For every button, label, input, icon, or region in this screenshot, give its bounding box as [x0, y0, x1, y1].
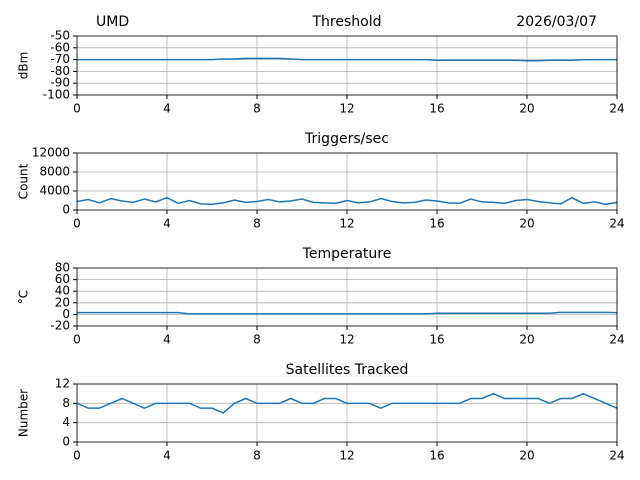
chart-title: Threshold	[312, 14, 382, 30]
x-tick-label: 24	[609, 449, 624, 463]
y-tick-label: 4	[62, 415, 70, 429]
x-tick-label: 12	[339, 333, 354, 347]
data-line	[76, 392, 618, 414]
x-tick-label: 16	[429, 217, 444, 231]
y-tick-label: 0	[62, 307, 70, 321]
x-tick-label: 16	[429, 333, 444, 347]
x-tick-label: 8	[253, 102, 261, 116]
y-axis-label: °C	[17, 290, 31, 304]
y-tick-label: 80	[55, 261, 70, 275]
y-tick-label: 8000	[39, 165, 70, 179]
y-tick-label: -70	[50, 52, 70, 66]
y-axis-label: Count	[17, 163, 31, 199]
chart-title: Triggers/sec	[304, 131, 389, 147]
data-line	[76, 196, 618, 206]
x-tick-label: 4	[163, 217, 171, 231]
x-tick-label: 8	[253, 449, 261, 463]
y-axis-label: Number	[17, 389, 31, 437]
x-tick-label: 0	[73, 333, 81, 347]
x-tick-label: 16	[429, 449, 444, 463]
y-axis-label: dBm	[17, 52, 31, 80]
y-tick-label: 40	[55, 284, 70, 298]
data-line	[77, 311, 618, 315]
y-tick-label: 60	[55, 272, 70, 286]
header-right: 2026/03/07	[516, 14, 597, 30]
plot-frame	[76, 267, 618, 327]
data-line	[77, 57, 617, 62]
plot-frame	[76, 35, 618, 96]
header-left: UMD	[96, 14, 129, 30]
x-tick-label: 24	[609, 217, 624, 231]
x-tick-label: 0	[73, 449, 81, 463]
x-tick-label: 12	[339, 102, 354, 116]
x-tick-label: 4	[163, 102, 171, 116]
x-tick-label: 4	[163, 449, 171, 463]
x-tick-label: 20	[519, 102, 534, 116]
x-tick-label: 24	[609, 333, 624, 347]
chart-title: Satellites Tracked	[286, 362, 409, 378]
y-tick-label: 12000	[32, 146, 70, 160]
x-tick-label: 8	[253, 333, 261, 347]
y-tick-label: 20	[55, 295, 70, 309]
y-tick-label: -60	[50, 40, 70, 54]
x-tick-label: 24	[609, 102, 624, 116]
y-tick-label: 0	[62, 435, 70, 449]
y-tick-label: -100	[43, 88, 70, 102]
plot-frame	[76, 152, 618, 211]
x-tick-label: 16	[429, 102, 444, 116]
x-tick-label: 20	[519, 449, 534, 463]
y-tick-label: -80	[50, 64, 70, 78]
x-tick-label: 20	[519, 333, 534, 347]
x-tick-label: 20	[519, 217, 534, 231]
y-tick-label: 12	[55, 377, 70, 391]
x-tick-label: 12	[339, 217, 354, 231]
x-tick-label: 0	[73, 102, 81, 116]
x-tick-label: 8	[253, 217, 261, 231]
y-tick-label: -50	[50, 29, 70, 43]
y-tick-label: 4000	[39, 184, 70, 198]
x-tick-label: 0	[73, 217, 81, 231]
x-tick-label: 12	[339, 449, 354, 463]
y-tick-label: 0	[62, 203, 70, 217]
y-tick-label: -20	[50, 319, 70, 333]
plot-frame	[76, 383, 618, 443]
x-tick-label: 4	[163, 333, 171, 347]
y-tick-label: 8	[62, 396, 70, 410]
chart-title: Temperature	[302, 246, 392, 262]
y-tick-label: -90	[50, 76, 70, 90]
